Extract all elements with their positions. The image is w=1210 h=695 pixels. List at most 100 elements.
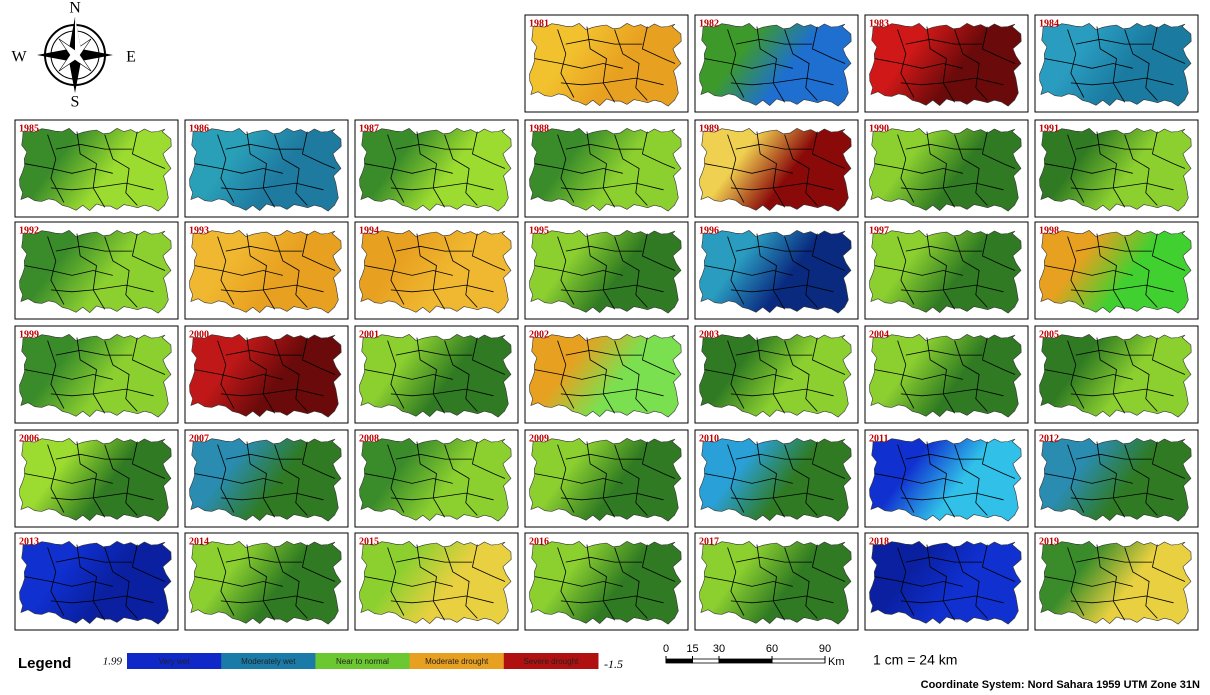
map-panel: 2017 bbox=[695, 533, 858, 630]
map-panel: 2000 bbox=[185, 326, 348, 423]
scale-ratio: 1 cm = 24 km bbox=[873, 652, 957, 668]
map-panel: 1987 bbox=[355, 120, 518, 217]
map-year: 2011 bbox=[869, 433, 888, 444]
map-year: 1985 bbox=[19, 123, 39, 134]
map-panel: 1990 bbox=[865, 120, 1028, 217]
map-year: 1987 bbox=[359, 123, 379, 134]
scale-tick-label: 60 bbox=[766, 643, 778, 655]
map-year: 1998 bbox=[1039, 225, 1059, 236]
map-year: 1989 bbox=[699, 123, 719, 134]
map-panel: 2016 bbox=[525, 533, 688, 630]
map-year: 1981 bbox=[529, 18, 549, 29]
map-panel: 1989 bbox=[695, 120, 858, 217]
scale-tick-label: 0 bbox=[663, 643, 669, 655]
map-panel: 1982 bbox=[695, 15, 858, 112]
map-panel: 2005 bbox=[1035, 326, 1198, 423]
legend-label: Moderate drought bbox=[425, 657, 489, 666]
map-year: 2015 bbox=[359, 536, 379, 547]
map-panel: 2018 bbox=[865, 533, 1028, 630]
legend-min: -1.5 bbox=[604, 657, 623, 671]
map-year: 1992 bbox=[19, 225, 39, 236]
map-panel: 2002 bbox=[525, 326, 688, 423]
legend-label: Moderately wet bbox=[241, 657, 296, 666]
map-panel: 2019 bbox=[1035, 533, 1198, 630]
scale-unit: Km bbox=[828, 656, 845, 668]
map-panel: 1983 bbox=[865, 15, 1028, 112]
map-panel: 2007 bbox=[185, 430, 348, 527]
map-year: 2013 bbox=[19, 536, 39, 547]
map-year: 1995 bbox=[529, 225, 549, 236]
scale-segment bbox=[666, 659, 693, 663]
map-panel: 1997 bbox=[865, 222, 1028, 319]
map-panel: 1995 bbox=[525, 222, 688, 319]
map-panel: 1994 bbox=[355, 222, 518, 319]
map-year: 2007 bbox=[189, 433, 209, 444]
map-panel: 2014 bbox=[185, 533, 348, 630]
map-panel: 2001 bbox=[355, 326, 518, 423]
map-year: 2000 bbox=[189, 329, 209, 340]
legend-title: Legend bbox=[18, 655, 71, 672]
map-panel: 2010 bbox=[695, 430, 858, 527]
compass-star bbox=[75, 17, 81, 55]
map-year: 1996 bbox=[699, 225, 719, 236]
map-panel: 2009 bbox=[525, 430, 688, 527]
map-year: 2006 bbox=[19, 433, 39, 444]
map-year: 2004 bbox=[869, 329, 889, 340]
page: N S E W Legend 1.99 -1.5 1 cm = 24 km Co… bbox=[0, 0, 1210, 695]
compass-w: W bbox=[11, 49, 27, 66]
map-year: 2008 bbox=[359, 433, 379, 444]
map-year: 1994 bbox=[359, 225, 379, 236]
scale-tick-label: 90 bbox=[819, 643, 831, 655]
map-panel: 1988 bbox=[525, 120, 688, 217]
map-year: 1984 bbox=[1039, 18, 1059, 29]
map-year: 2018 bbox=[869, 536, 889, 547]
map-year: 2001 bbox=[359, 329, 379, 340]
map-panel: 1991 bbox=[1035, 120, 1198, 217]
map-year: 2019 bbox=[1039, 536, 1059, 547]
map-panel: 1993 bbox=[185, 222, 348, 319]
map-panel: 1996 bbox=[695, 222, 858, 319]
map-panel: 1999 bbox=[15, 326, 178, 423]
map-panel: 2012 bbox=[1035, 430, 1198, 527]
map-panel: 1981 bbox=[525, 15, 688, 112]
map-year: 1986 bbox=[189, 123, 209, 134]
map-year: 1982 bbox=[699, 18, 719, 29]
map-year: 2005 bbox=[1039, 329, 1059, 340]
legend-label: Near to normal bbox=[336, 657, 389, 666]
scale-segment bbox=[719, 659, 772, 663]
legend-label: Severe drought bbox=[524, 657, 579, 666]
compass-n: N bbox=[69, 0, 81, 17]
map-panel: 1998 bbox=[1035, 222, 1198, 319]
map-year: 1988 bbox=[529, 123, 549, 134]
map-year: 2017 bbox=[699, 536, 719, 547]
scale-tick-label: 30 bbox=[713, 643, 725, 655]
map-year: 2009 bbox=[529, 433, 549, 444]
scale-segment bbox=[772, 659, 825, 663]
map-year: 2016 bbox=[529, 536, 549, 547]
legend-max: 1.99 bbox=[103, 656, 123, 668]
map-year: 1993 bbox=[189, 225, 209, 236]
scale-tick-label: 15 bbox=[686, 643, 698, 655]
map-panel: 2015 bbox=[355, 533, 518, 630]
map-panel: 2003 bbox=[695, 326, 858, 423]
map-panel: 2006 bbox=[15, 430, 178, 527]
map-year: 1997 bbox=[869, 225, 889, 236]
map-year: 2003 bbox=[699, 329, 719, 340]
map-panel: 2011 bbox=[865, 430, 1028, 527]
legend-label: Very wet bbox=[159, 657, 190, 666]
map-year: 1991 bbox=[1039, 123, 1059, 134]
compass-s: S bbox=[71, 94, 80, 111]
map-panel: 2013 bbox=[15, 533, 178, 630]
compass-e: E bbox=[126, 49, 136, 66]
map-panel: 1986 bbox=[185, 120, 348, 217]
compass: N S E W bbox=[11, 0, 135, 111]
map-year: 2012 bbox=[1039, 433, 1059, 444]
map-year: 2002 bbox=[529, 329, 549, 340]
map-panel: 2008 bbox=[355, 430, 518, 527]
map-panel: 1985 bbox=[15, 120, 178, 217]
coordinate-system: Coordinate System: Nord Sahara 1959 UTM … bbox=[921, 679, 1200, 691]
map-year: 1983 bbox=[869, 18, 889, 29]
map-panel: 1984 bbox=[1035, 15, 1198, 112]
map-year: 2014 bbox=[189, 536, 209, 547]
scale-segment bbox=[693, 659, 720, 663]
